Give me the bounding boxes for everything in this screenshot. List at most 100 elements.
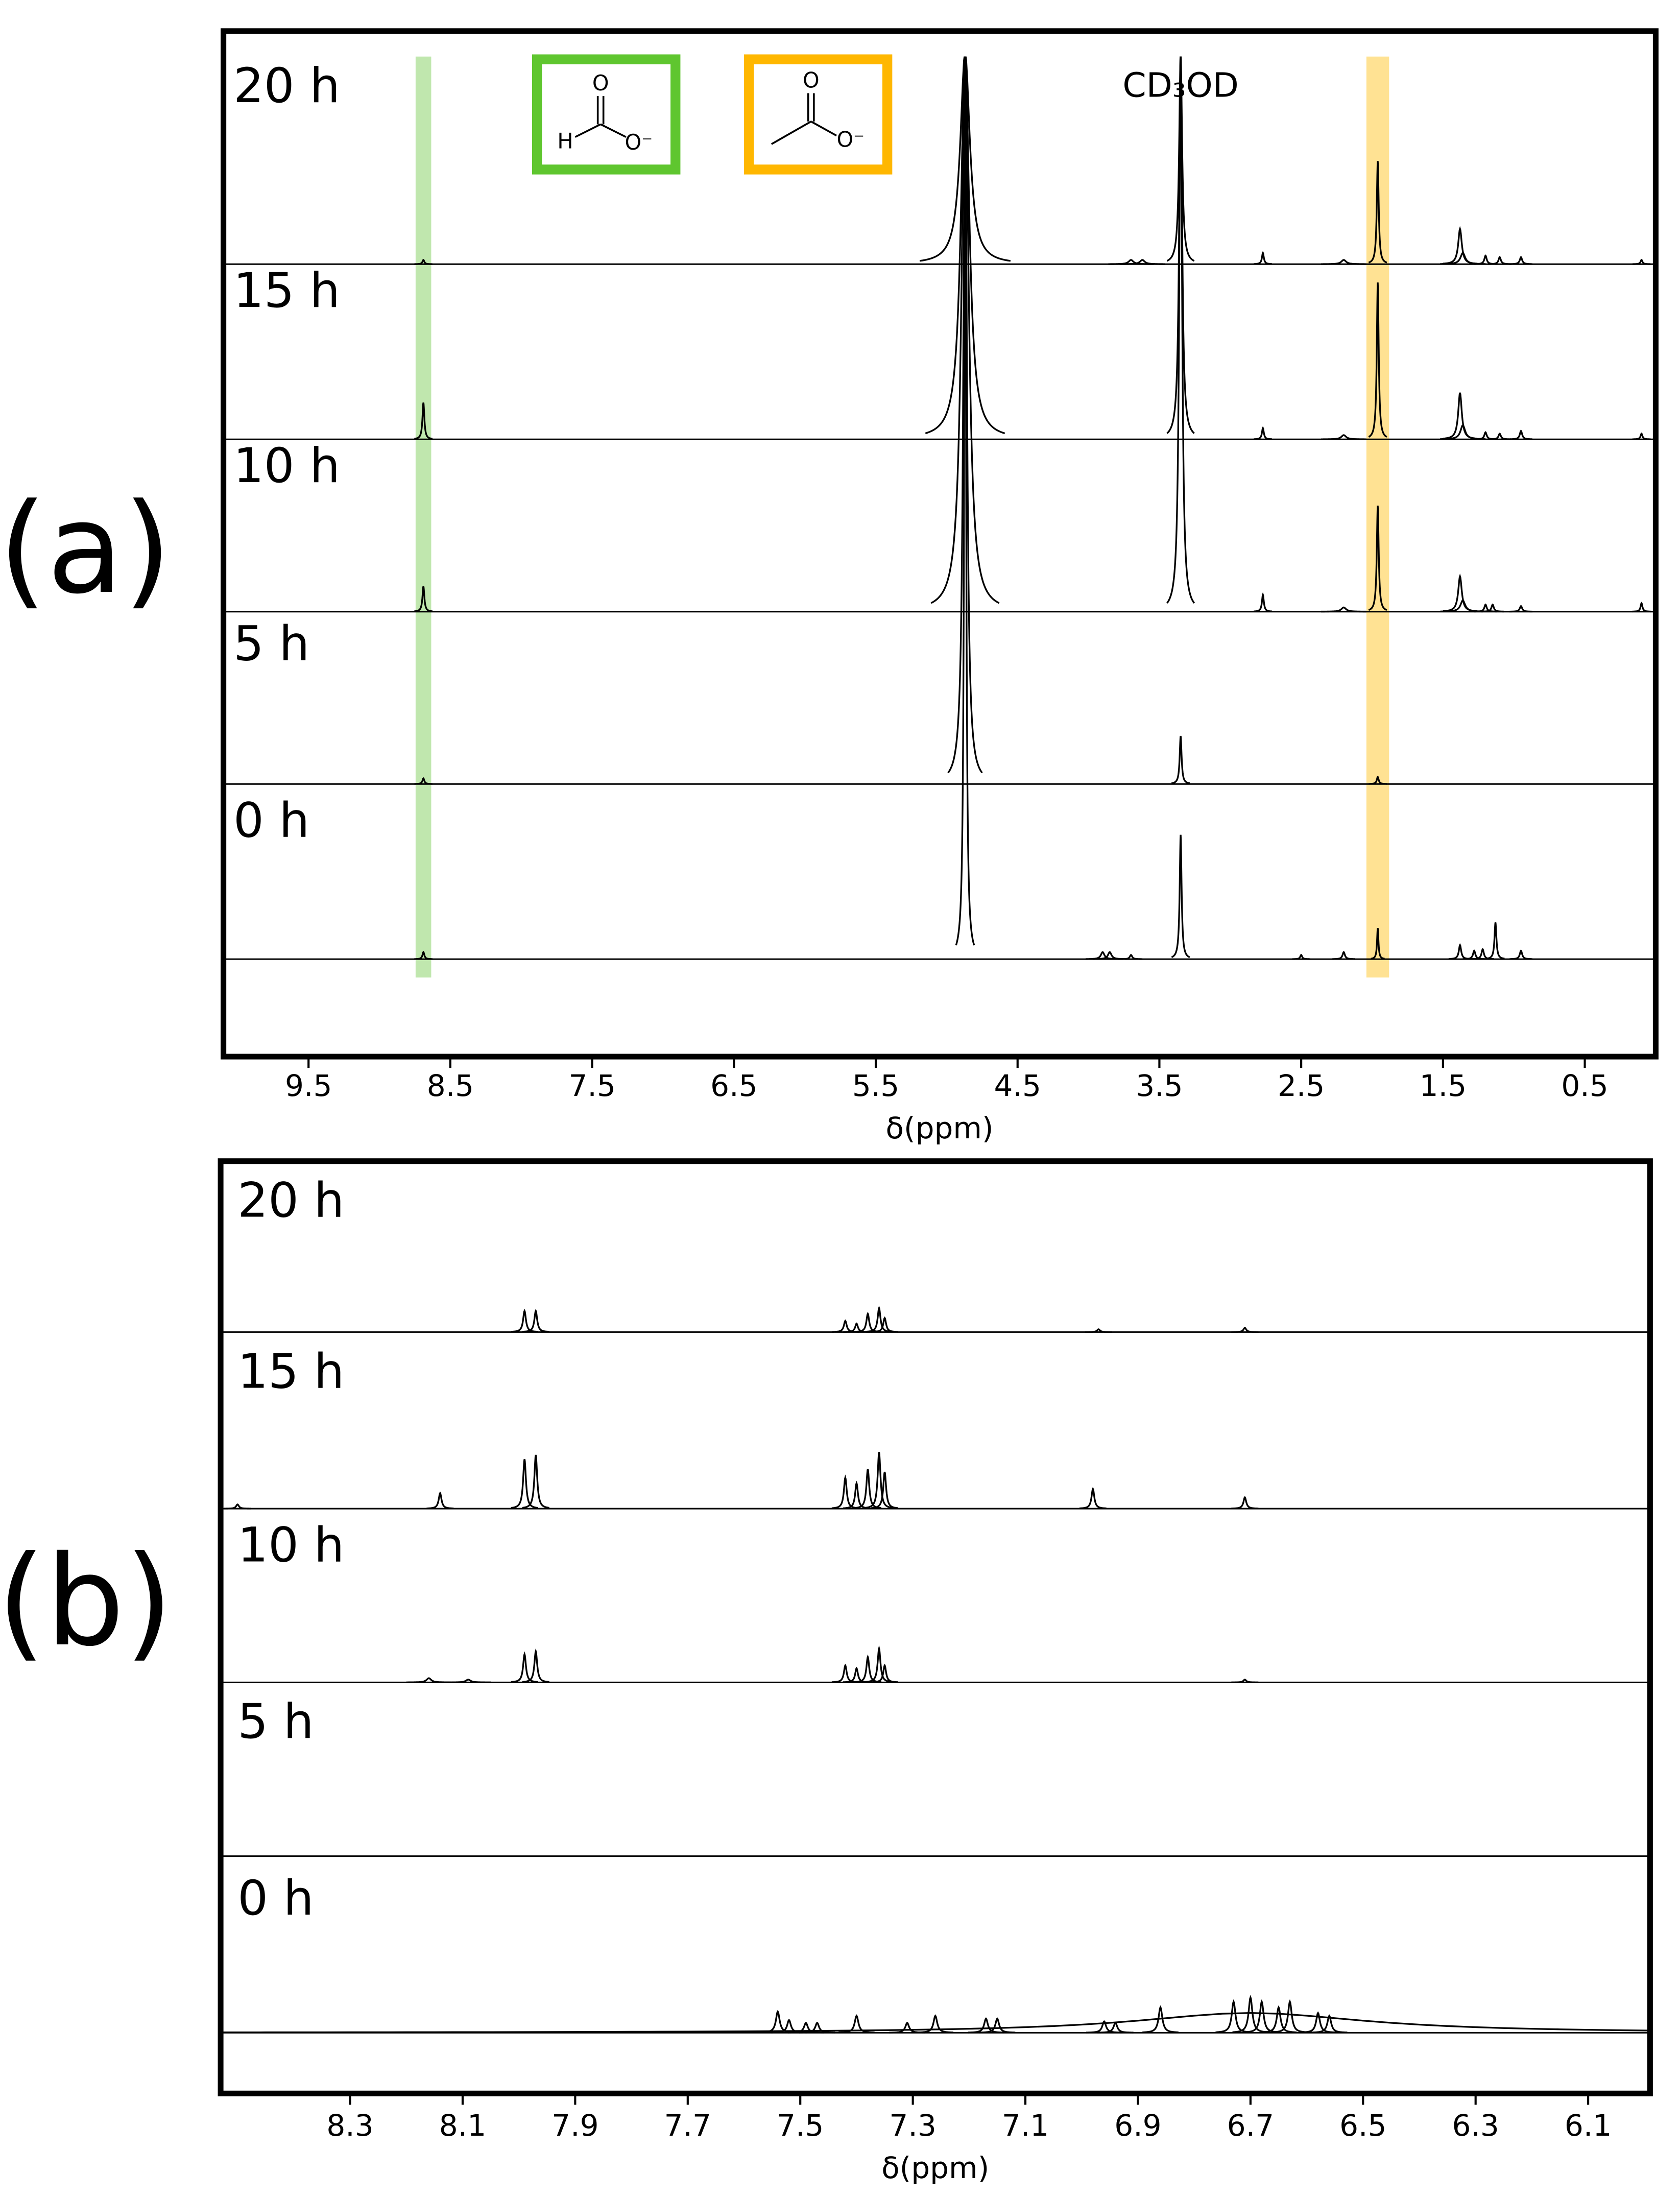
peak <box>843 1480 870 1510</box>
peak <box>917 2014 954 2034</box>
peak <box>1085 1328 1112 1333</box>
x-tick-label: 8.1 <box>439 2108 486 2143</box>
peak <box>1231 1327 1259 1333</box>
peak <box>1171 834 1190 958</box>
peak <box>406 1677 451 1683</box>
peak <box>445 1679 491 1683</box>
peak <box>865 1452 893 1509</box>
peak <box>414 258 433 265</box>
series-name: 15 h <box>233 263 340 319</box>
series-name: 10 h <box>237 1517 344 1573</box>
peak <box>522 1648 549 1683</box>
peak <box>1108 259 1154 265</box>
peak <box>1474 603 1497 613</box>
peak <box>838 2014 875 2034</box>
peak <box>1369 775 1387 785</box>
atom-label: O <box>803 67 820 92</box>
x-tick-label: 5.5 <box>852 1068 899 1103</box>
annotation: CD₃OD <box>1122 65 1238 105</box>
peak <box>1471 948 1494 960</box>
peak <box>1488 433 1511 440</box>
peak <box>1368 506 1387 611</box>
peak <box>1231 1496 1259 1510</box>
peak <box>1509 256 1532 265</box>
peak <box>1488 256 1511 265</box>
peak <box>1321 434 1366 440</box>
peak <box>522 1454 549 1509</box>
peak <box>1119 953 1143 960</box>
peak <box>1368 161 1387 264</box>
atom-label: O <box>592 70 609 95</box>
peak <box>1321 259 1366 265</box>
peak <box>522 1308 549 1333</box>
peak <box>1509 949 1532 960</box>
peak <box>1119 259 1165 265</box>
x-axis-label: δ(ppm) <box>885 1111 993 1145</box>
peak <box>1462 949 1486 960</box>
x-tick-label: 8.5 <box>427 1068 474 1103</box>
x-tick-label: 7.1 <box>1002 2108 1049 2143</box>
peak <box>1166 56 1195 434</box>
peak <box>1474 254 1497 265</box>
bond <box>810 121 837 137</box>
peak <box>1448 943 1472 960</box>
peak <box>1097 2021 1134 2034</box>
highlight-band <box>415 56 431 978</box>
peak <box>414 402 433 440</box>
peak <box>1371 928 1385 960</box>
series-name: 5 h <box>237 1694 314 1750</box>
peak <box>1079 1487 1107 1510</box>
series-name: 0 h <box>237 1871 314 1926</box>
panel-label: (a) <box>0 477 172 622</box>
peak <box>1509 605 1532 613</box>
plot-frame <box>218 1158 1653 2096</box>
x-axis-label: δ(ppm) <box>881 2151 989 2185</box>
x-tick-label: 6.7 <box>1227 2108 1274 2143</box>
peak <box>1166 56 1195 604</box>
peak <box>1486 922 1505 960</box>
peak <box>1086 951 1120 960</box>
peak <box>414 777 433 785</box>
peak <box>955 56 975 946</box>
x-tick-label: 7.3 <box>889 2108 936 2143</box>
peak <box>947 56 983 774</box>
x-tick-label: 6.5 <box>710 1068 757 1103</box>
peak <box>1171 735 1190 784</box>
x-tick-label: 2.5 <box>1278 1068 1325 1103</box>
peak <box>511 1651 538 1683</box>
peak <box>871 1663 899 1683</box>
series-name: 5 h <box>233 616 309 672</box>
structure-box <box>743 54 893 175</box>
x-tick-label: 3.5 <box>1136 1068 1183 1103</box>
x-tick-label: 7.5 <box>777 2108 824 2143</box>
peak <box>930 56 1000 604</box>
atom-label: O⁻ <box>625 130 653 155</box>
x-tick-label: 7.5 <box>568 1068 615 1103</box>
peak <box>1231 1679 1259 1683</box>
peak <box>1321 606 1366 613</box>
peak <box>1311 2014 1348 2034</box>
peak <box>1332 951 1355 960</box>
peak <box>1300 2011 1336 2034</box>
x-tick-label: 7.7 <box>664 2108 711 2143</box>
plot-area <box>223 56 1656 978</box>
series-name: 20 h <box>233 58 340 114</box>
plot-area <box>221 1305 1650 2034</box>
bond <box>771 121 812 145</box>
peak <box>1254 592 1273 612</box>
peak <box>1215 1999 1252 2034</box>
peak <box>1481 603 1504 613</box>
peak <box>1142 2005 1179 2034</box>
peak <box>889 2021 925 2034</box>
peak <box>511 1459 538 1509</box>
bond <box>600 123 627 138</box>
x-tick-label: 9.5 <box>285 1068 332 1103</box>
peak <box>865 1645 893 1683</box>
peak <box>221 2012 1650 2034</box>
peak <box>414 950 433 960</box>
x-tick-label: 7.9 <box>551 2108 598 2143</box>
peak <box>843 1322 870 1333</box>
peak <box>787 2021 824 2034</box>
peak <box>1254 251 1273 265</box>
peak <box>511 1308 538 1333</box>
